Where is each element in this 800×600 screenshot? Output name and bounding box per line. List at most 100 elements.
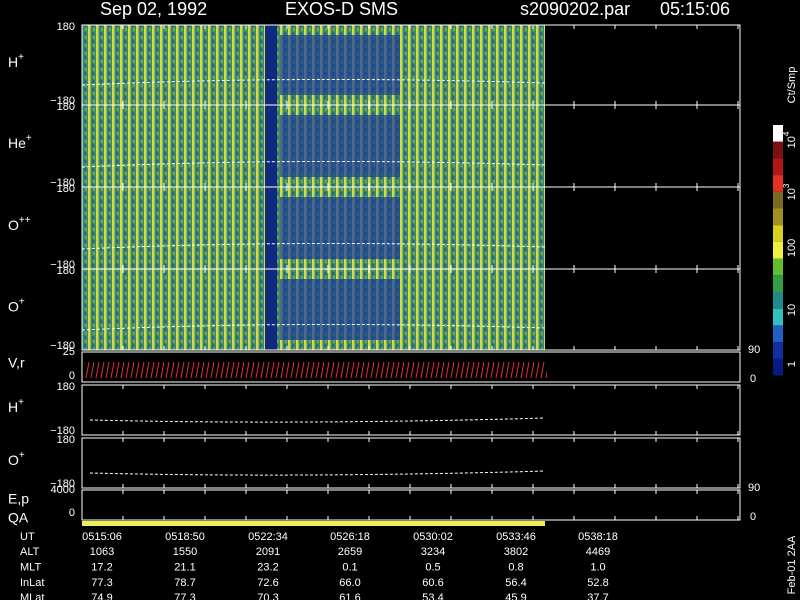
colorbar-tick: 104 bbox=[782, 131, 798, 148]
colorbar-tick-exp: 4 bbox=[782, 131, 791, 136]
range-top: 180 bbox=[57, 265, 75, 277]
range-top: 180 bbox=[57, 434, 75, 446]
trace bbox=[89, 470, 546, 476]
qa-label: QA bbox=[8, 510, 29, 526]
species-label: O+ bbox=[8, 450, 25, 468]
range-bottom: −180 bbox=[50, 259, 75, 271]
axis-value: 2091 bbox=[256, 546, 280, 558]
colorbar-cell bbox=[773, 308, 783, 326]
species-label-sup: + bbox=[19, 450, 25, 461]
low-count-region bbox=[280, 279, 400, 340]
colorbar-cell bbox=[773, 208, 783, 226]
low-count-region bbox=[280, 115, 400, 177]
axis-value: 0.1 bbox=[342, 562, 357, 574]
frame bbox=[81, 437, 741, 489]
trace bbox=[89, 417, 546, 423]
low-count-region bbox=[280, 35, 400, 95]
range-bottom: −180 bbox=[50, 425, 75, 437]
axis-value: 66.0 bbox=[339, 577, 360, 589]
right-top: 90 bbox=[748, 344, 760, 356]
colorbar-tick-exp: 3 bbox=[782, 183, 791, 188]
axis-value: 61.6 bbox=[339, 592, 360, 600]
colorbar-cell bbox=[773, 125, 783, 142]
axis-value: 37.7 bbox=[587, 592, 608, 600]
axis-value: 0526:18 bbox=[330, 531, 370, 543]
colorbar-cell bbox=[773, 358, 783, 376]
species-label-sup: + bbox=[18, 397, 24, 408]
right-bottom: 0 bbox=[750, 373, 756, 385]
axis-value: 77.3 bbox=[174, 592, 195, 600]
axis-row-label: ALT bbox=[20, 546, 40, 558]
species-label: O+ bbox=[8, 296, 25, 314]
colorbar-cell bbox=[773, 175, 783, 192]
axis-value: 3802 bbox=[504, 546, 528, 558]
range-bottom: 0 bbox=[69, 507, 75, 519]
colorbar-cell bbox=[773, 292, 783, 309]
axis-value: 72.6 bbox=[257, 577, 278, 589]
panels: H+180−180He+180−180O++180−180O+180−180V,… bbox=[8, 21, 798, 600]
range-top: 180 bbox=[57, 381, 75, 393]
axis-value: 45.9 bbox=[505, 592, 526, 600]
panel-label: E,p bbox=[8, 491, 29, 507]
axis-value: 53.4 bbox=[422, 592, 443, 600]
colorbar-tick-base: 1 bbox=[786, 361, 798, 367]
gap bbox=[265, 269, 277, 350]
axis-value: 4469 bbox=[586, 546, 610, 558]
axis-value: 52.8 bbox=[587, 577, 608, 589]
trace bbox=[81, 242, 546, 250]
axis-value: 0538:18 bbox=[578, 531, 618, 543]
colorbar-tick: 100 bbox=[786, 239, 798, 257]
colorbar-cell bbox=[773, 325, 783, 343]
right-top: 90 bbox=[748, 482, 760, 494]
trace bbox=[81, 78, 546, 86]
start-time: 05:15:06 bbox=[660, 0, 730, 19]
axis-value: 60.6 bbox=[422, 577, 443, 589]
colorbar-tick: 103 bbox=[782, 183, 798, 200]
species-label-base: He bbox=[8, 135, 26, 151]
species-label-base: H bbox=[8, 54, 18, 70]
instrument: EXOS-D SMS bbox=[285, 0, 398, 19]
colorbar-cell bbox=[773, 225, 783, 242]
range-bottom: −180 bbox=[50, 340, 75, 352]
range-top: 180 bbox=[57, 101, 75, 113]
species-label: O++ bbox=[8, 215, 31, 233]
frame bbox=[81, 489, 741, 521]
colorbar-tick: 10 bbox=[786, 304, 798, 316]
axis-value: 0518:50 bbox=[165, 531, 205, 543]
axis-row-label: InLat bbox=[20, 577, 44, 589]
axis-value: 0515:06 bbox=[82, 531, 122, 543]
colorbar-cell bbox=[773, 191, 783, 209]
colorbar-tick-base: 10 bbox=[786, 304, 798, 316]
right-bottom: 0 bbox=[750, 511, 756, 523]
colorbar-cell bbox=[773, 342, 783, 359]
colorbar-cell bbox=[773, 158, 783, 176]
range-top: 25 bbox=[63, 346, 75, 358]
axis-value: 0.5 bbox=[425, 562, 440, 574]
species-label-sup: + bbox=[26, 133, 32, 144]
frame bbox=[81, 351, 741, 383]
axis-value: 1.0 bbox=[590, 562, 605, 574]
species-label-base: O bbox=[8, 298, 19, 314]
species-label: H+ bbox=[8, 52, 24, 70]
gap bbox=[265, 187, 277, 269]
date: Sep 02, 1992 bbox=[100, 0, 207, 19]
species-label: H+ bbox=[8, 397, 24, 415]
file-name: s2090202.par bbox=[520, 0, 630, 19]
range-top: 4000 bbox=[51, 484, 75, 496]
colorbar-cell bbox=[773, 275, 783, 292]
colorbar-unit: Ct/Smp bbox=[786, 67, 798, 104]
panel-label: V,r bbox=[8, 355, 25, 371]
range-top: 180 bbox=[57, 21, 75, 33]
axis-row-label: MLat bbox=[20, 592, 44, 600]
species-label-sup: ++ bbox=[19, 215, 31, 226]
axis-value: 74.9 bbox=[91, 592, 112, 600]
axis-value: 77.3 bbox=[91, 577, 112, 589]
species-label: He+ bbox=[8, 133, 32, 151]
axis-value: 56.4 bbox=[505, 577, 526, 589]
axis-row-label: MLT bbox=[20, 562, 41, 574]
axis-value: 0530:02 bbox=[413, 531, 453, 543]
axis-value: 17.2 bbox=[91, 562, 112, 574]
low-count-region bbox=[280, 197, 400, 259]
axis-value: 1063 bbox=[90, 546, 114, 558]
range-bottom: −180 bbox=[50, 95, 75, 107]
